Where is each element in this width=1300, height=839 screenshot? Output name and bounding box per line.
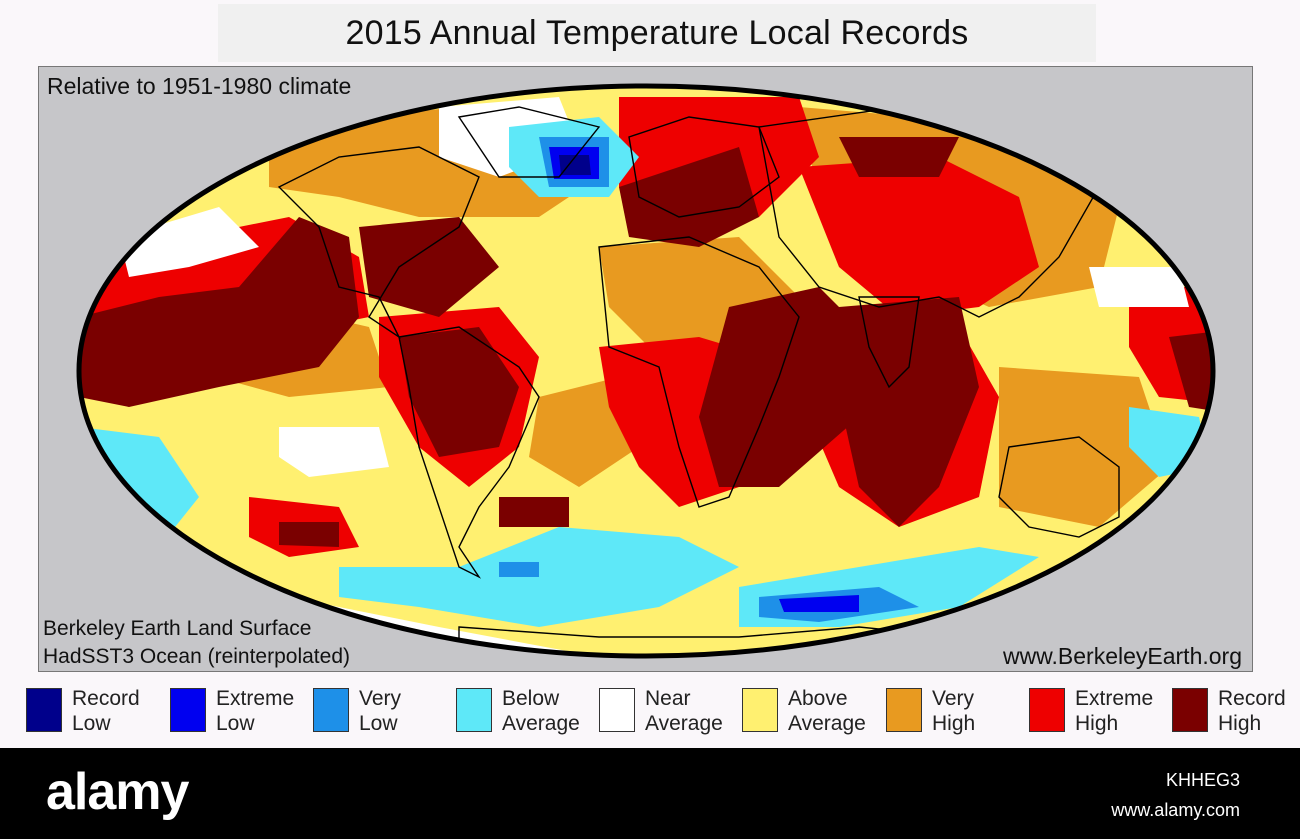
greenland-outline	[457, 106, 601, 178]
legend-label: Record High	[1218, 687, 1286, 735]
extreme-low-region	[779, 595, 859, 612]
legend-label: Very Low	[359, 687, 402, 735]
near-average-region	[279, 427, 389, 477]
legend-label: Extreme High	[1075, 687, 1154, 735]
record-high-region	[79, 217, 359, 407]
legend-swatch	[313, 688, 349, 732]
alamy-logo: alamy	[46, 763, 189, 821]
near-average-region	[1089, 267, 1189, 307]
legend-label: Below Average	[502, 687, 580, 735]
image-id: KHHEG3	[1165, 770, 1240, 790]
legend-swatch	[599, 688, 635, 732]
africa-outline	[598, 236, 800, 508]
legend-label: Record Low	[72, 687, 140, 735]
globe-outline	[76, 83, 1216, 659]
very-high-region	[999, 367, 1169, 527]
australia-outline	[998, 436, 1120, 538]
credit-url: www.BerkeleyEarth.org	[1002, 643, 1242, 669]
europe-outline	[628, 116, 780, 218]
south-america-outline	[398, 326, 540, 579]
record-high-region	[619, 147, 759, 247]
legend: Record Low Extreme Low Very Low Below Averag…	[0, 680, 1300, 746]
legend-label: Extreme Low	[216, 687, 295, 735]
very-low-region	[499, 562, 539, 577]
map-panel: Relative to 1951-1980 climate Berkeley E…	[38, 66, 1253, 672]
credit-land-source: Berkeley Earth Land Surface	[43, 617, 312, 640]
temperature-map	[76, 83, 1216, 659]
record-low-region	[559, 155, 591, 175]
stock-footer: alamy KHHEG3 www.alamy.com	[0, 748, 1300, 839]
record-high-region	[499, 497, 569, 527]
legend-swatch	[886, 688, 922, 732]
legend-swatch	[170, 688, 206, 732]
image-url: www.alamy.com	[1111, 800, 1240, 820]
north-america-outline	[277, 146, 480, 340]
record-high-region	[699, 287, 879, 487]
map-title: 2015 Annual Temperature Local Records	[345, 13, 969, 52]
credit-ocean-source: HadSST3 Ocean (reinterpolated)	[43, 645, 350, 668]
record-high-region	[399, 327, 519, 457]
record-high-region	[279, 522, 339, 547]
legend-swatch	[26, 688, 62, 732]
legend-swatch	[456, 688, 492, 732]
map-subtitle: Relative to 1951-1980 climate	[47, 73, 352, 99]
near-average-region	[119, 207, 259, 277]
legend-swatch	[742, 688, 778, 732]
india-outline	[858, 296, 920, 389]
extreme-high-region	[799, 157, 1039, 317]
legend-swatch	[1029, 688, 1065, 732]
legend-swatch	[1172, 688, 1208, 732]
title-banner: 2015 Annual Temperature Local Records	[218, 4, 1096, 62]
record-high-region	[359, 217, 499, 317]
record-high-region	[839, 137, 959, 177]
legend-label: Very High	[932, 687, 976, 735]
legend-label: Above Average	[788, 687, 866, 735]
anomaly-fields	[79, 97, 1213, 656]
legend-label: Near Average	[645, 687, 723, 735]
record-high-region	[839, 297, 979, 527]
